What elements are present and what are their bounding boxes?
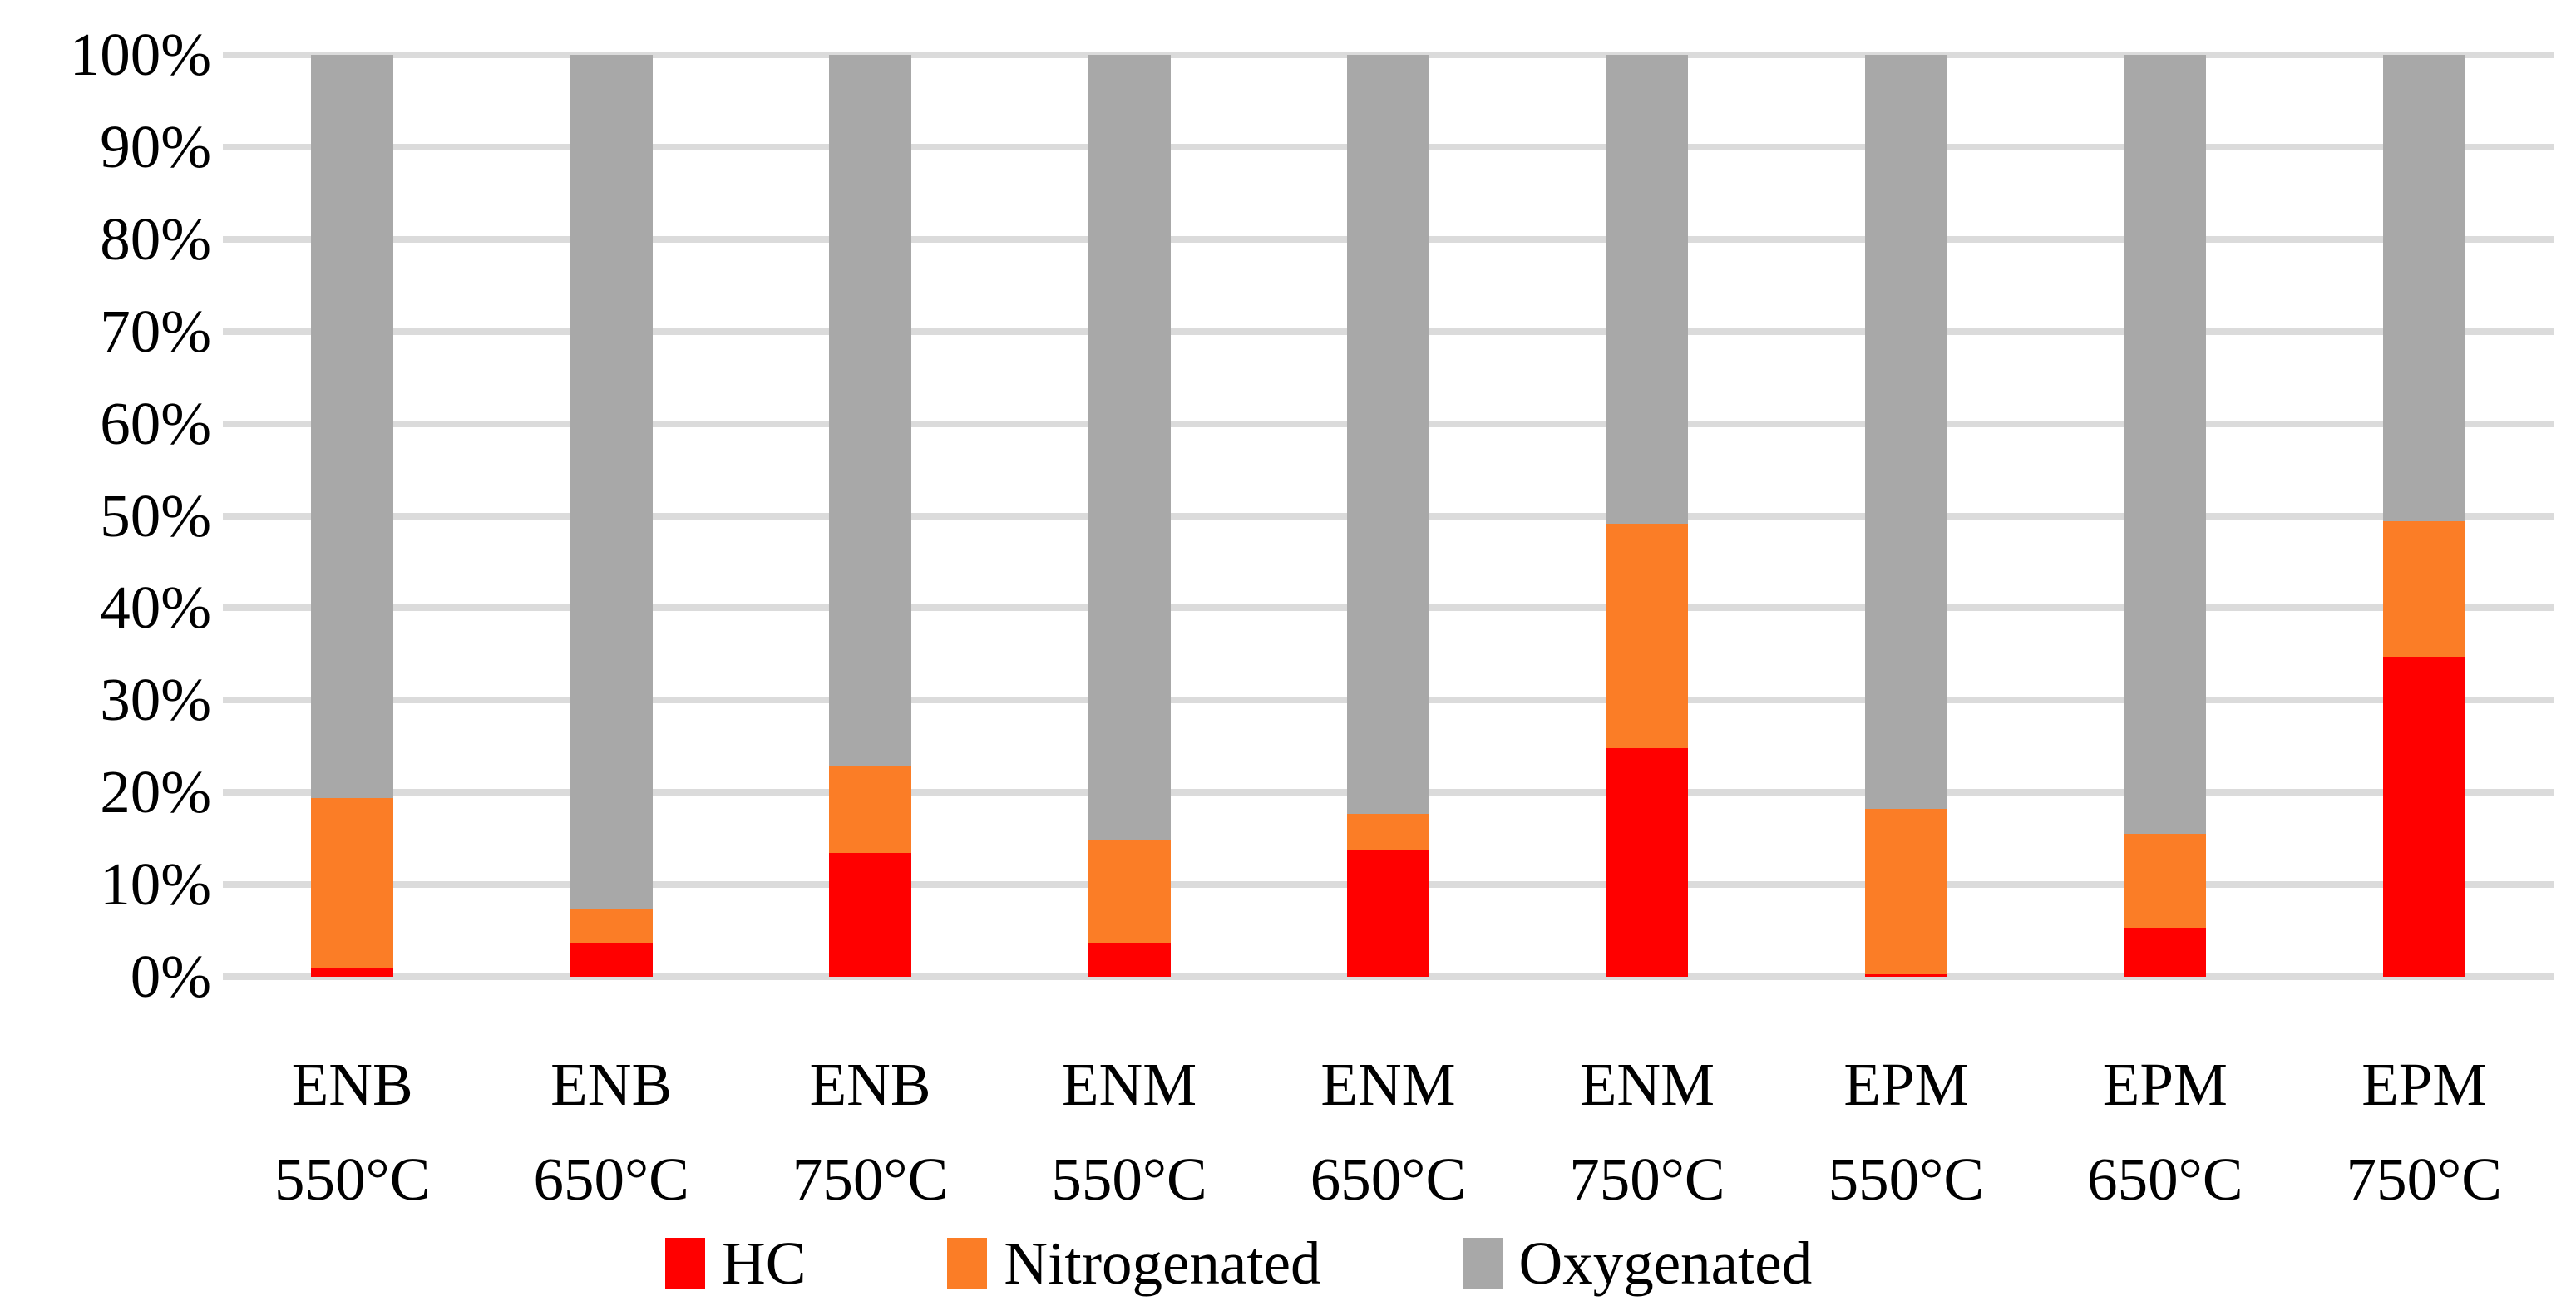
x-axis-label-ENM-650C: ENM 650°C — [1259, 1037, 1517, 1227]
bar-ENM-750C — [1606, 55, 1689, 977]
legend: HC Nitrogenated Oxygenated — [665, 1229, 1812, 1299]
x-axis-label-line: ENM — [1579, 1051, 1715, 1118]
bar-segment-oxygenated-ENM-650C — [1347, 55, 1429, 814]
bar-ENB-750C — [829, 55, 912, 977]
legend-marker-oxygenated-swatch-icon — [1462, 1238, 1503, 1289]
x-axis-label-EPM-550C: EPM 550°C — [1777, 1037, 2036, 1227]
bar-segment-oxygenated-ENB-550C — [311, 55, 394, 798]
x-axis-label-line: 750°C — [1569, 1146, 1725, 1213]
x-axis-label-line: 550°C — [274, 1146, 431, 1213]
x-axis-label-line: EPM — [1843, 1051, 1969, 1118]
y-axis-tick-label-60pct: 60% — [100, 389, 211, 457]
bar-segment-oxygenated-ENM-750C — [1606, 55, 1689, 525]
bar-segment-hc-ENB-650C — [570, 942, 653, 977]
y-axis-tick-label-70pct: 70% — [100, 297, 211, 365]
x-axis-label-line: 550°C — [1051, 1146, 1207, 1213]
bar-segment-nitrogenated-ENB-650C — [570, 909, 653, 943]
y-axis-tick-label-90pct: 90% — [100, 112, 211, 180]
x-axis-label-line: ENM — [1320, 1051, 1456, 1118]
x-axis-label-line: EPM — [2361, 1051, 2487, 1118]
x-axis-label-line: ENB — [550, 1051, 673, 1118]
bar-segment-hc-EPM-650C — [2124, 928, 2207, 977]
bar-segment-nitrogenated-ENB-750C — [829, 766, 912, 854]
y-axis-tick-label-80pct: 80% — [100, 205, 211, 273]
x-axis-label-line: ENB — [291, 1051, 413, 1118]
x-axis-label-line: 750°C — [2346, 1146, 2502, 1213]
legend-label-oxygenated: Oxygenated — [1518, 1230, 1813, 1297]
x-axis-label-ENB-750C: ENB 750°C — [741, 1037, 999, 1227]
x-axis-label-line: 650°C — [533, 1146, 689, 1213]
gridline-0pct — [223, 973, 2554, 980]
x-axis-label-line: ENB — [809, 1051, 931, 1118]
bar-EPM-750C — [2382, 55, 2465, 977]
y-axis-tick-label-40pct: 40% — [100, 574, 211, 642]
y-axis-tick-label-30pct: 30% — [100, 666, 211, 734]
bar-segment-nitrogenated-ENM-650C — [1347, 813, 1429, 850]
bar-segment-oxygenated-EPM-650C — [2124, 55, 2207, 835]
bar-segment-oxygenated-EPM-750C — [2382, 55, 2465, 522]
x-axis-label-EPM-750C: EPM 750°C — [2295, 1037, 2554, 1227]
bar-segment-hc-ENM-750C — [1606, 747, 1689, 977]
bar-segment-nitrogenated-EPM-550C — [1864, 809, 1947, 974]
plot-area — [223, 52, 2554, 980]
bar-ENB-550C — [311, 55, 394, 977]
legend-label-nitrogenated: Nitrogenated — [1004, 1230, 1321, 1297]
x-axis-label-ENB-650C: ENB 650°C — [481, 1037, 740, 1227]
legend-item-oxygenated: Oxygenated — [1462, 1229, 1813, 1299]
bar-segment-nitrogenated-EPM-650C — [2124, 834, 2207, 929]
bar-segment-nitrogenated-ENM-750C — [1606, 524, 1689, 748]
x-axis-label-EPM-650C: EPM 650°C — [2036, 1037, 2294, 1227]
bar-segment-hc-EPM-550C — [1864, 973, 1947, 977]
bar-segment-oxygenated-EPM-550C — [1864, 55, 1947, 810]
legend-marker-nitrogenated-swatch-icon — [947, 1238, 988, 1289]
y-axis-tick-label-100pct: 100% — [69, 21, 211, 88]
bar-segment-hc-ENB-750C — [829, 853, 912, 977]
bar-segment-nitrogenated-ENB-550C — [311, 797, 394, 968]
bar-segment-nitrogenated-ENM-550C — [1088, 840, 1171, 943]
bar-segment-oxygenated-ENM-550C — [1088, 55, 1171, 840]
legend-item-nitrogenated: Nitrogenated — [947, 1229, 1321, 1299]
bar-segment-oxygenated-ENB-650C — [570, 55, 653, 910]
x-axis-label-line: 650°C — [2087, 1146, 2243, 1213]
bar-segment-nitrogenated-EPM-750C — [2382, 521, 2465, 658]
bar-ENM-650C — [1347, 55, 1429, 977]
x-axis-label-ENM-750C: ENM 750°C — [1517, 1037, 1776, 1227]
y-axis-tick-label-50pct: 50% — [100, 481, 211, 549]
bar-segment-hc-ENB-550C — [311, 967, 394, 977]
y-axis-tick-label-20pct: 20% — [100, 758, 211, 826]
bar-segment-hc-ENM-650C — [1347, 849, 1429, 977]
bar-EPM-650C — [2124, 55, 2207, 977]
legend-label-hc: HC — [722, 1230, 807, 1297]
x-axis-label-ENB-550C: ENB 550°C — [223, 1037, 481, 1227]
bar-ENM-550C — [1088, 55, 1171, 977]
x-axis-label-line: ENM — [1061, 1051, 1197, 1118]
legend-item-hc: HC — [665, 1229, 806, 1299]
x-axis-label-line: 550°C — [1828, 1146, 1985, 1213]
legend-marker-hc-swatch-icon — [665, 1238, 705, 1289]
x-axis-label-line: 650°C — [1310, 1146, 1467, 1213]
y-axis-tick-label-10pct: 10% — [100, 850, 211, 919]
x-axis-label-line: 750°C — [792, 1146, 949, 1213]
bar-EPM-550C — [1864, 55, 1947, 977]
x-axis-label-ENM-550C: ENM 550°C — [999, 1037, 1258, 1227]
bar-segment-hc-ENM-550C — [1088, 942, 1171, 977]
bar-ENB-650C — [570, 55, 653, 977]
x-axis-label-line: EPM — [2102, 1051, 2228, 1118]
y-axis-tick-label-0pct: 0% — [130, 943, 211, 1010]
bar-segment-hc-EPM-750C — [2382, 657, 2465, 977]
bar-segment-oxygenated-ENB-750C — [829, 55, 912, 766]
